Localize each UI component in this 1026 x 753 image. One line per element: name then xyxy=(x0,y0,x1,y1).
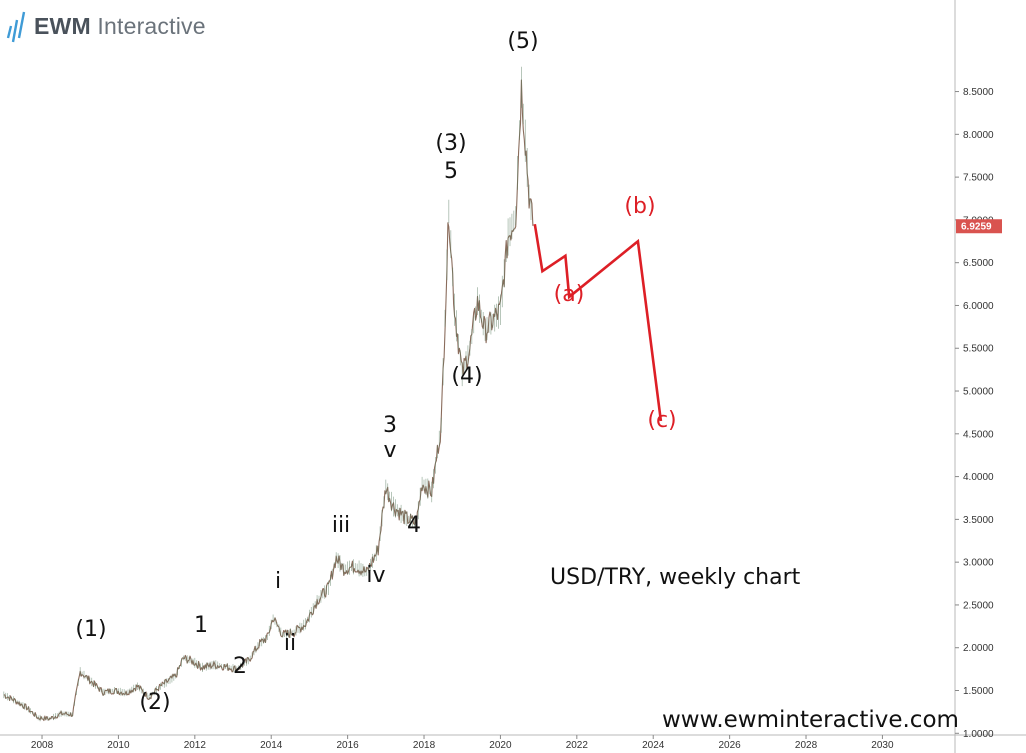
x-tick-label: 2028 xyxy=(795,740,818,751)
x-tick-label: 2022 xyxy=(566,740,589,751)
y-tick-label: 5.5000 xyxy=(963,344,994,355)
last-price-label: 6.9259 xyxy=(961,222,992,233)
x-tick-label: 2008 xyxy=(31,740,54,751)
wave-label: (3) xyxy=(435,131,466,156)
wave-label: v xyxy=(383,438,396,463)
y-tick-label: 8.5000 xyxy=(963,87,994,98)
wave-label: 2 xyxy=(233,654,247,679)
y-tick-label: 4.5000 xyxy=(963,429,994,440)
wave-label: (2) xyxy=(139,690,170,715)
wave-label: i xyxy=(275,569,281,594)
y-tick-label: 4.0000 xyxy=(963,472,994,483)
y-tick-label: 2.5000 xyxy=(963,600,994,611)
x-tick-label: 2026 xyxy=(718,740,741,751)
wave-label-red: (c) xyxy=(647,408,676,433)
ewm-logo-icon xyxy=(6,11,26,43)
wave-label: iii xyxy=(332,513,350,538)
y-tick-label: 3.0000 xyxy=(963,558,994,569)
y-tick-label: 2.0000 xyxy=(963,643,994,654)
price-series-bars xyxy=(3,66,532,722)
y-tick-label: 1.0000 xyxy=(963,729,994,740)
wave-label-red: (b) xyxy=(624,194,655,219)
y-tick-label: 6.0000 xyxy=(963,301,994,312)
wave-label-red: (a) xyxy=(554,282,585,307)
logo-wordmark: EWM Interactive xyxy=(34,13,206,40)
y-tick-label: 1.5000 xyxy=(963,686,994,697)
wave-label: 5 xyxy=(444,159,458,184)
x-tick-label: 2010 xyxy=(107,740,130,751)
wave-label: ii xyxy=(284,631,296,656)
ewm-logo: EWM Interactive xyxy=(4,8,206,44)
wave-label: 3 xyxy=(383,413,397,438)
y-tick-label: 3.5000 xyxy=(963,515,994,526)
x-tick-label: 2016 xyxy=(336,740,359,751)
x-tick-label: 2018 xyxy=(413,740,436,751)
logo-brand-light: Interactive xyxy=(97,12,206,39)
logo-brand-bold: EWM xyxy=(34,12,91,39)
website-text: www.ewminteractive.com xyxy=(662,707,959,733)
wave-label: (4) xyxy=(451,364,482,389)
y-tick-label: 5.0000 xyxy=(963,387,994,398)
wave-label: (5) xyxy=(507,29,538,54)
x-tick-label: 2012 xyxy=(184,740,207,751)
x-tick-label: 2030 xyxy=(871,740,894,751)
x-tick-label: 2024 xyxy=(642,740,665,751)
x-tick-label: 2020 xyxy=(489,740,512,751)
projection-line xyxy=(533,223,663,422)
y-tick-label: 8.0000 xyxy=(963,130,994,141)
plot-layer xyxy=(3,66,663,722)
y-tick-label: 6.5000 xyxy=(963,258,994,269)
chart-title: USD/TRY, weekly chart xyxy=(550,565,801,590)
wave-label: iv xyxy=(366,563,385,588)
y-tick-label: 7.5000 xyxy=(963,173,994,184)
last-price-tag xyxy=(956,219,1002,234)
x-tick-label: 2014 xyxy=(260,740,283,751)
wave-label: (1) xyxy=(75,617,106,642)
wave-label: 4 xyxy=(407,513,421,538)
wave-label: 1 xyxy=(194,613,208,638)
